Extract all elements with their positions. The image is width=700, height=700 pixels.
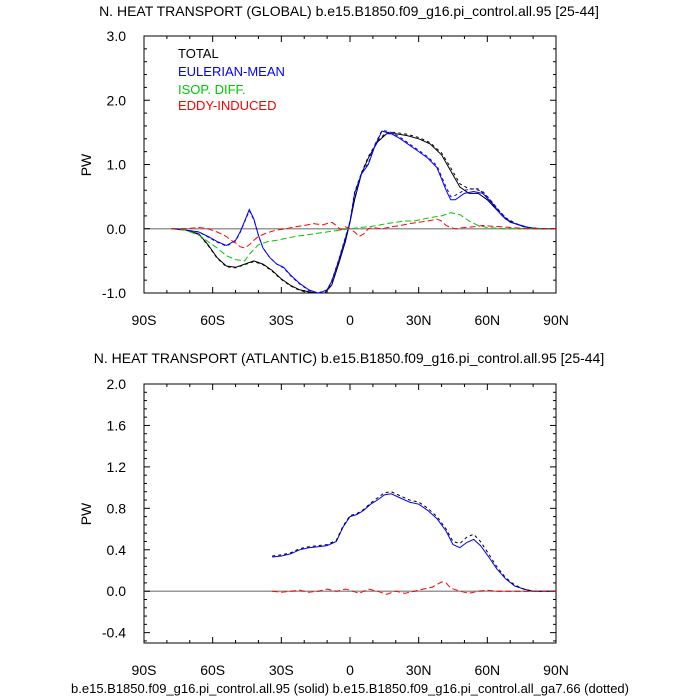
axes: 90S 60S 30S 0 30N 60N 90N -1.0 0.0 1.0 2.0 3.0	[102, 28, 569, 328]
x-tick-label: 90N	[543, 312, 569, 328]
plot-frame	[143, 383, 557, 644]
legend-eulerian-mean: EULERIAN-MEAN	[178, 64, 285, 79]
chart-title: N. HEAT TRANSPORT (GLOBAL) b.e15.B1850.f…	[99, 3, 599, 19]
y-tick-label: 0.0	[107, 221, 127, 237]
series-group	[272, 491, 556, 595]
series-group	[171, 129, 556, 294]
y-tick-label: 2.0	[107, 376, 127, 392]
x-tick-label: 60N	[474, 312, 500, 328]
y-tick-label: 2.0	[107, 92, 127, 108]
y-tick-label: -0.4	[102, 625, 126, 641]
series-line-eddy-induced	[272, 581, 556, 595]
y-axis-label: PW	[78, 502, 94, 525]
legend: TOTAL EULERIAN-MEAN ISOP. DIFF. EDDY-IND…	[178, 46, 285, 113]
y-tick-label: 0.4	[107, 542, 127, 558]
x-tick-label: 0	[346, 312, 354, 328]
series-line-total	[171, 133, 556, 294]
y-tick-label: 0.8	[107, 500, 127, 516]
series-line-isop-diff	[171, 212, 556, 262]
series-line-eulerian-mean-dotted	[171, 129, 556, 294]
chart-title: N. HEAT TRANSPORT (ATLANTIC) b.e15.B1850…	[94, 350, 604, 366]
x-tick-label: 90S	[132, 662, 157, 678]
global-heat-transport-panel: N. HEAT TRANSPORT (GLOBAL) b.e15.B1850.f…	[78, 3, 599, 328]
series-line-total-dotted	[171, 131, 556, 294]
footer-caption: b.e15.B1850.f09_g16.pi_control.all.95 (s…	[71, 681, 629, 696]
legend-total: TOTAL	[178, 46, 219, 61]
x-tick-label: 30S	[269, 312, 294, 328]
y-tick-label: 1.0	[107, 157, 127, 173]
x-tick-label: 30S	[269, 662, 294, 678]
x-tick-label: 30N	[406, 312, 432, 328]
y-tick-label: 0.0	[107, 583, 127, 599]
series-line-eulerian-mean	[272, 493, 556, 592]
x-tick-label: 60S	[200, 312, 225, 328]
x-tick-label: 90N	[543, 662, 569, 678]
x-tick-label: 60N	[474, 662, 500, 678]
y-axis-label: PW	[78, 153, 94, 176]
series-line-eddy-induced	[171, 218, 556, 249]
x-tick-label: 90S	[132, 312, 157, 328]
x-tick-label: 30N	[406, 662, 432, 678]
axes: 90S 60S 30S 0 30N 60N 90N -0.4 0.0 0.4 0.8 1.2 1.6 2.…	[102, 376, 569, 678]
x-tick-label: 0	[346, 662, 354, 678]
y-tick-label: -1.0	[102, 285, 126, 301]
series-line-eulerian-mean-dotted	[272, 491, 556, 592]
legend-eddy-induced: EDDY-INDUCED	[178, 98, 276, 113]
legend-isop-diff: ISOP. DIFF.	[178, 82, 246, 97]
y-tick-label: 3.0	[107, 28, 127, 44]
y-tick-label: 1.2	[107, 459, 127, 475]
x-tick-label: 60S	[200, 662, 225, 678]
y-tick-label: 1.6	[107, 417, 127, 433]
atlantic-heat-transport-panel: N. HEAT TRANSPORT (ATLANTIC) b.e15.B1850…	[78, 350, 604, 678]
